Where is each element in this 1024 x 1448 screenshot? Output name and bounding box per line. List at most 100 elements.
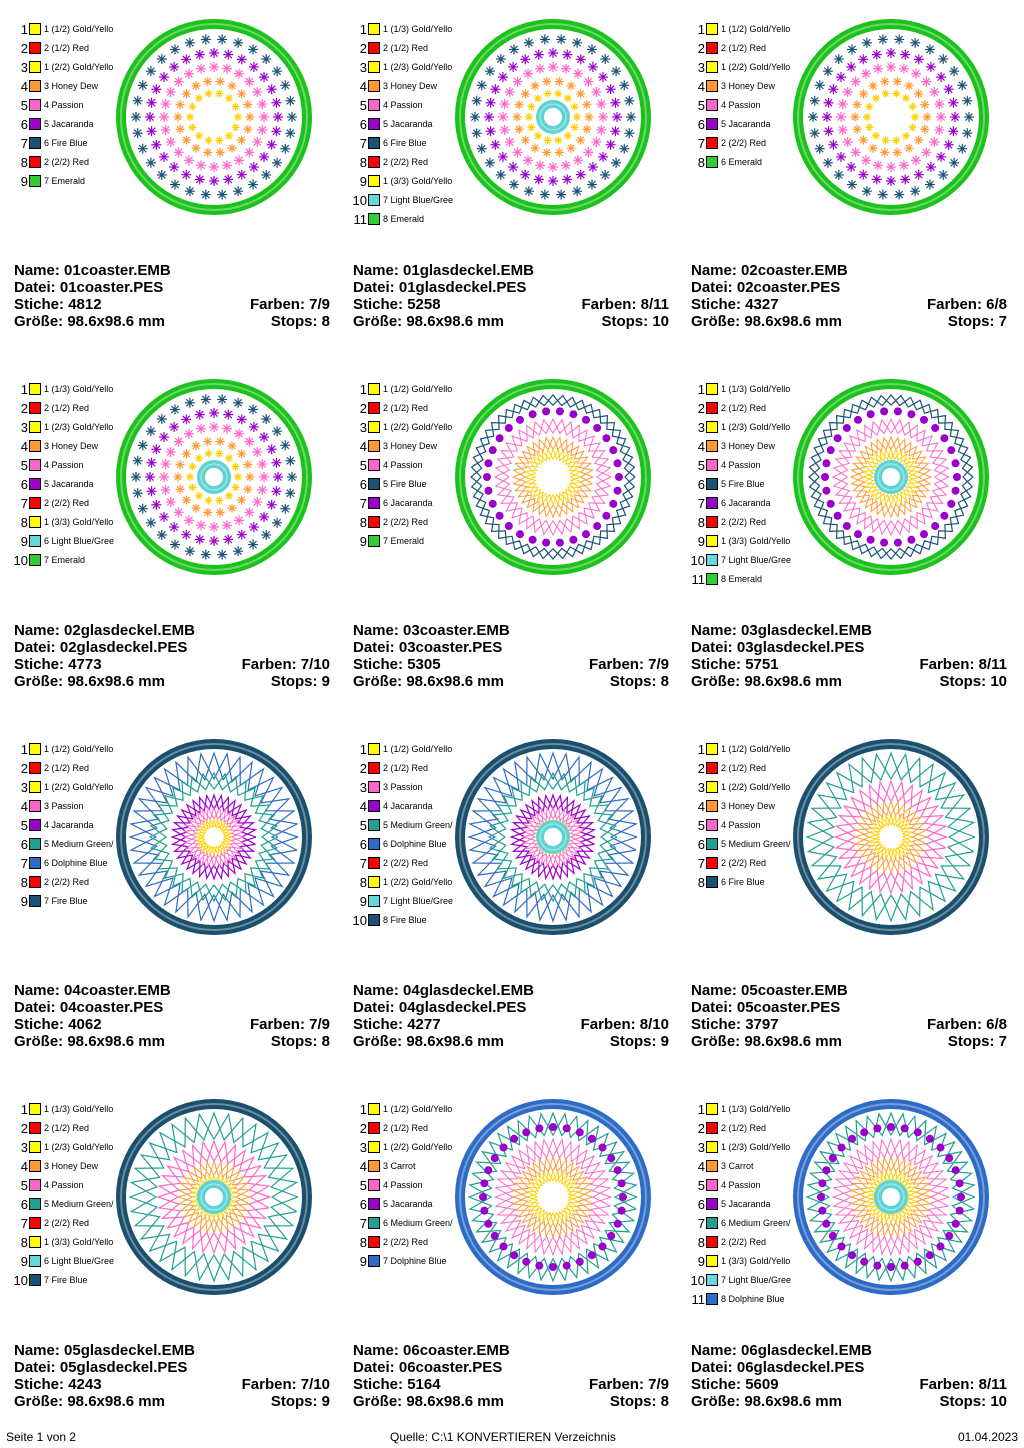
thread-number: 5 <box>359 1178 367 1193</box>
thread-number: 6 <box>20 477 28 492</box>
thread-color-swatch <box>706 762 718 774</box>
color-count: 7/10 <box>300 656 330 673</box>
thread-color-swatch <box>706 61 718 73</box>
thread-number: 10 <box>13 553 28 568</box>
thread-number: 7 <box>697 136 705 151</box>
design-name: 03glasdeckel.EMB <box>741 622 872 639</box>
thread-color-swatch <box>368 1255 380 1267</box>
thread-number: 4 <box>359 79 367 94</box>
stops-value: Stops: 10 <box>939 1393 1007 1410</box>
name-label: Name: <box>691 982 737 999</box>
thread-color-swatch <box>706 1179 718 1191</box>
design-info: Name: 05glasdeckel.EMB Datei: 05glasdecke… <box>14 1342 330 1410</box>
thread-number: 6 <box>20 837 28 852</box>
footer-page: Seite 1 von 2 <box>6 1430 77 1444</box>
thread-label: 2 (1/2) Red <box>44 43 90 53</box>
design-size: 98.6x98.6 mm <box>744 313 842 330</box>
design-size: 98.6x98.6 mm <box>744 1033 842 1050</box>
embroidery-design-preview <box>455 1099 651 1295</box>
thread-number: 4 <box>697 79 705 94</box>
thread-number: 5 <box>20 818 28 833</box>
stops-label: Stops: <box>270 1393 318 1410</box>
thread-number: 3 <box>359 1140 367 1155</box>
thread-label: 8 Fire Blue <box>383 915 427 925</box>
thread-color-swatch <box>706 516 718 528</box>
thread-color-swatch <box>706 573 718 585</box>
size-line: Größe: 98.6x98.6 mm Stops: 8 <box>353 673 669 690</box>
file-line: Datei: 01coaster.PES <box>14 279 330 296</box>
thread-color-swatch <box>29 781 41 793</box>
thread-number: 3 <box>697 420 705 435</box>
thread-number: 10 <box>352 913 367 928</box>
thread-color-swatch <box>706 402 718 414</box>
thread-label: 1 (2/2) Gold/Yello <box>383 877 453 887</box>
colors-value: Farben: 7/9 <box>589 656 669 673</box>
footer-source: Quelle: C:\1 KONVERTIEREN Verzeichnis <box>390 1430 616 1444</box>
design-info: Name: 01coaster.EMB Datei: 01coaster.PES S… <box>14 262 330 330</box>
design-cell: 1 1 (1/3) Gold/Yello 2 2 (1/2) Red 3 1 (2/3) … <box>683 1080 1021 1440</box>
stop-count: 8 <box>660 673 669 690</box>
thread-label: 5 Jacaranda <box>383 119 433 129</box>
thread-color-swatch <box>368 838 380 850</box>
thread-color-swatch <box>706 535 718 547</box>
thread-color-swatch <box>368 478 380 490</box>
name-line: Name: 01coaster.EMB <box>14 262 330 279</box>
name-line: Name: 03glasdeckel.EMB <box>691 622 1007 639</box>
thread-color-swatch <box>706 156 718 168</box>
colors-label: Farben: <box>926 1016 982 1033</box>
stitches-label: Stiche: <box>691 1376 742 1393</box>
thread-color-swatch <box>706 23 718 35</box>
thread-label: 6 Emerald <box>721 157 763 167</box>
thread-color-swatch <box>368 80 380 92</box>
design-cell: 1 1 (1/2) Gold/Yello 2 2 (1/2) Red 3 1 (2/2) … <box>6 0 344 360</box>
thread-label: 1 (3/3) Gold/Yello <box>44 1237 114 1247</box>
thread-label: 1 (3/3) Gold/Yello <box>383 176 453 186</box>
thread-number: 6 <box>697 117 705 132</box>
thread-number: 1 <box>359 1102 367 1117</box>
thread-number: 6 <box>20 1197 28 1212</box>
thread-number: 1 <box>20 1102 28 1117</box>
thread-number: 3 <box>697 60 705 75</box>
thread-color-swatch <box>368 440 380 452</box>
thread-label: 2 (1/2) Red <box>44 763 90 773</box>
thread-number: 9 <box>697 1254 705 1269</box>
stitches-label: Stiche: <box>353 656 404 673</box>
thread-label: 2 (2/2) Red <box>383 1237 429 1247</box>
stitches-line: Stiche: 3797 Farben: 6/8 <box>691 1016 1007 1033</box>
thread-number: 3 <box>359 780 367 795</box>
size-label: Größe: <box>353 673 403 690</box>
design-name: 06glasdeckel.EMB <box>741 1342 872 1359</box>
stops-label: Stops: <box>939 1393 987 1410</box>
stops-label: Stops: <box>270 673 318 690</box>
thread-label: 1 (2/2) Gold/Yello <box>44 782 114 792</box>
thread-color-swatch <box>368 137 380 149</box>
stop-count: 8 <box>660 1393 669 1410</box>
thread-label: 3 Carrot <box>721 1161 754 1171</box>
thread-color-swatch <box>706 1122 718 1134</box>
design-name: 01glasdeckel.EMB <box>403 262 534 279</box>
embroidery-design-preview <box>116 1099 312 1295</box>
file-name: 03glasdeckel.PES <box>736 639 865 656</box>
thread-label: 1 (2/3) Gold/Yello <box>721 422 791 432</box>
thread-number: 1 <box>697 1102 705 1117</box>
thread-color-swatch <box>368 800 380 812</box>
thread-number: 8 <box>359 875 367 890</box>
thread-label: 2 (1/2) Red <box>44 403 90 413</box>
thread-color-swatch <box>29 876 41 888</box>
colors-value: Farben: 7/10 <box>242 656 330 673</box>
thread-number: 2 <box>20 761 28 776</box>
thread-number: 1 <box>359 382 367 397</box>
design-size: 98.6x98.6 mm <box>744 1393 842 1410</box>
thread-number: 3 <box>20 60 28 75</box>
thread-label: 7 Light Blue/Gree <box>383 195 454 205</box>
thread-number: 4 <box>697 799 705 814</box>
thread-number: 8 <box>697 155 705 170</box>
file-label: Datei: <box>353 639 395 656</box>
stops-value: Stops: 8 <box>610 1393 669 1410</box>
thread-color-swatch <box>368 743 380 755</box>
stop-count: 10 <box>652 313 669 330</box>
thread-label: 4 Jacaranda <box>44 820 94 830</box>
thread-number: 2 <box>359 41 367 56</box>
thread-label: 6 Dolphine Blue <box>383 839 447 849</box>
stitches-label: Stiche: <box>353 1016 404 1033</box>
